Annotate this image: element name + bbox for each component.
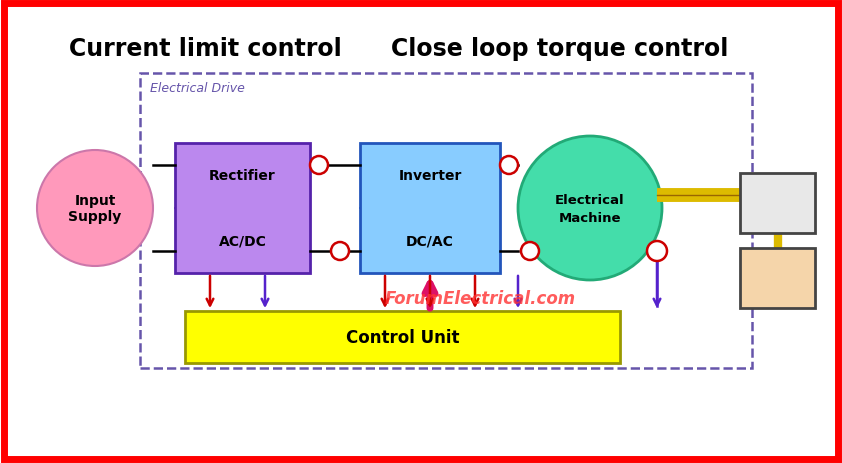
- Text: Current limit control: Current limit control: [69, 37, 341, 61]
- Circle shape: [647, 242, 667, 262]
- Text: Rectifier: Rectifier: [209, 169, 276, 183]
- Text: Gear: Gear: [759, 197, 797, 211]
- FancyBboxPatch shape: [740, 174, 815, 233]
- FancyBboxPatch shape: [175, 144, 310, 274]
- Text: Machine: Machine: [559, 212, 621, 225]
- Text: AC/DC: AC/DC: [219, 234, 266, 248]
- Circle shape: [37, 150, 153, 266]
- Circle shape: [518, 137, 662, 281]
- FancyBboxPatch shape: [185, 311, 620, 363]
- Circle shape: [331, 243, 349, 260]
- Text: Electrical: Electrical: [555, 194, 625, 207]
- Text: Control Unit: Control Unit: [346, 328, 459, 346]
- Circle shape: [310, 156, 328, 175]
- Text: ForumElectrical.com: ForumElectrical.com: [385, 289, 576, 307]
- Text: Electrical Drive: Electrical Drive: [150, 81, 245, 94]
- Text: Load: Load: [759, 271, 797, 285]
- Text: DC/AC: DC/AC: [406, 234, 454, 248]
- Text: Input
Supply: Input Supply: [68, 194, 121, 224]
- Circle shape: [500, 156, 518, 175]
- FancyBboxPatch shape: [740, 249, 815, 308]
- Text: Close loop torque control: Close loop torque control: [392, 37, 728, 61]
- Circle shape: [521, 243, 539, 260]
- FancyBboxPatch shape: [360, 144, 500, 274]
- Text: Inverter: Inverter: [398, 169, 461, 183]
